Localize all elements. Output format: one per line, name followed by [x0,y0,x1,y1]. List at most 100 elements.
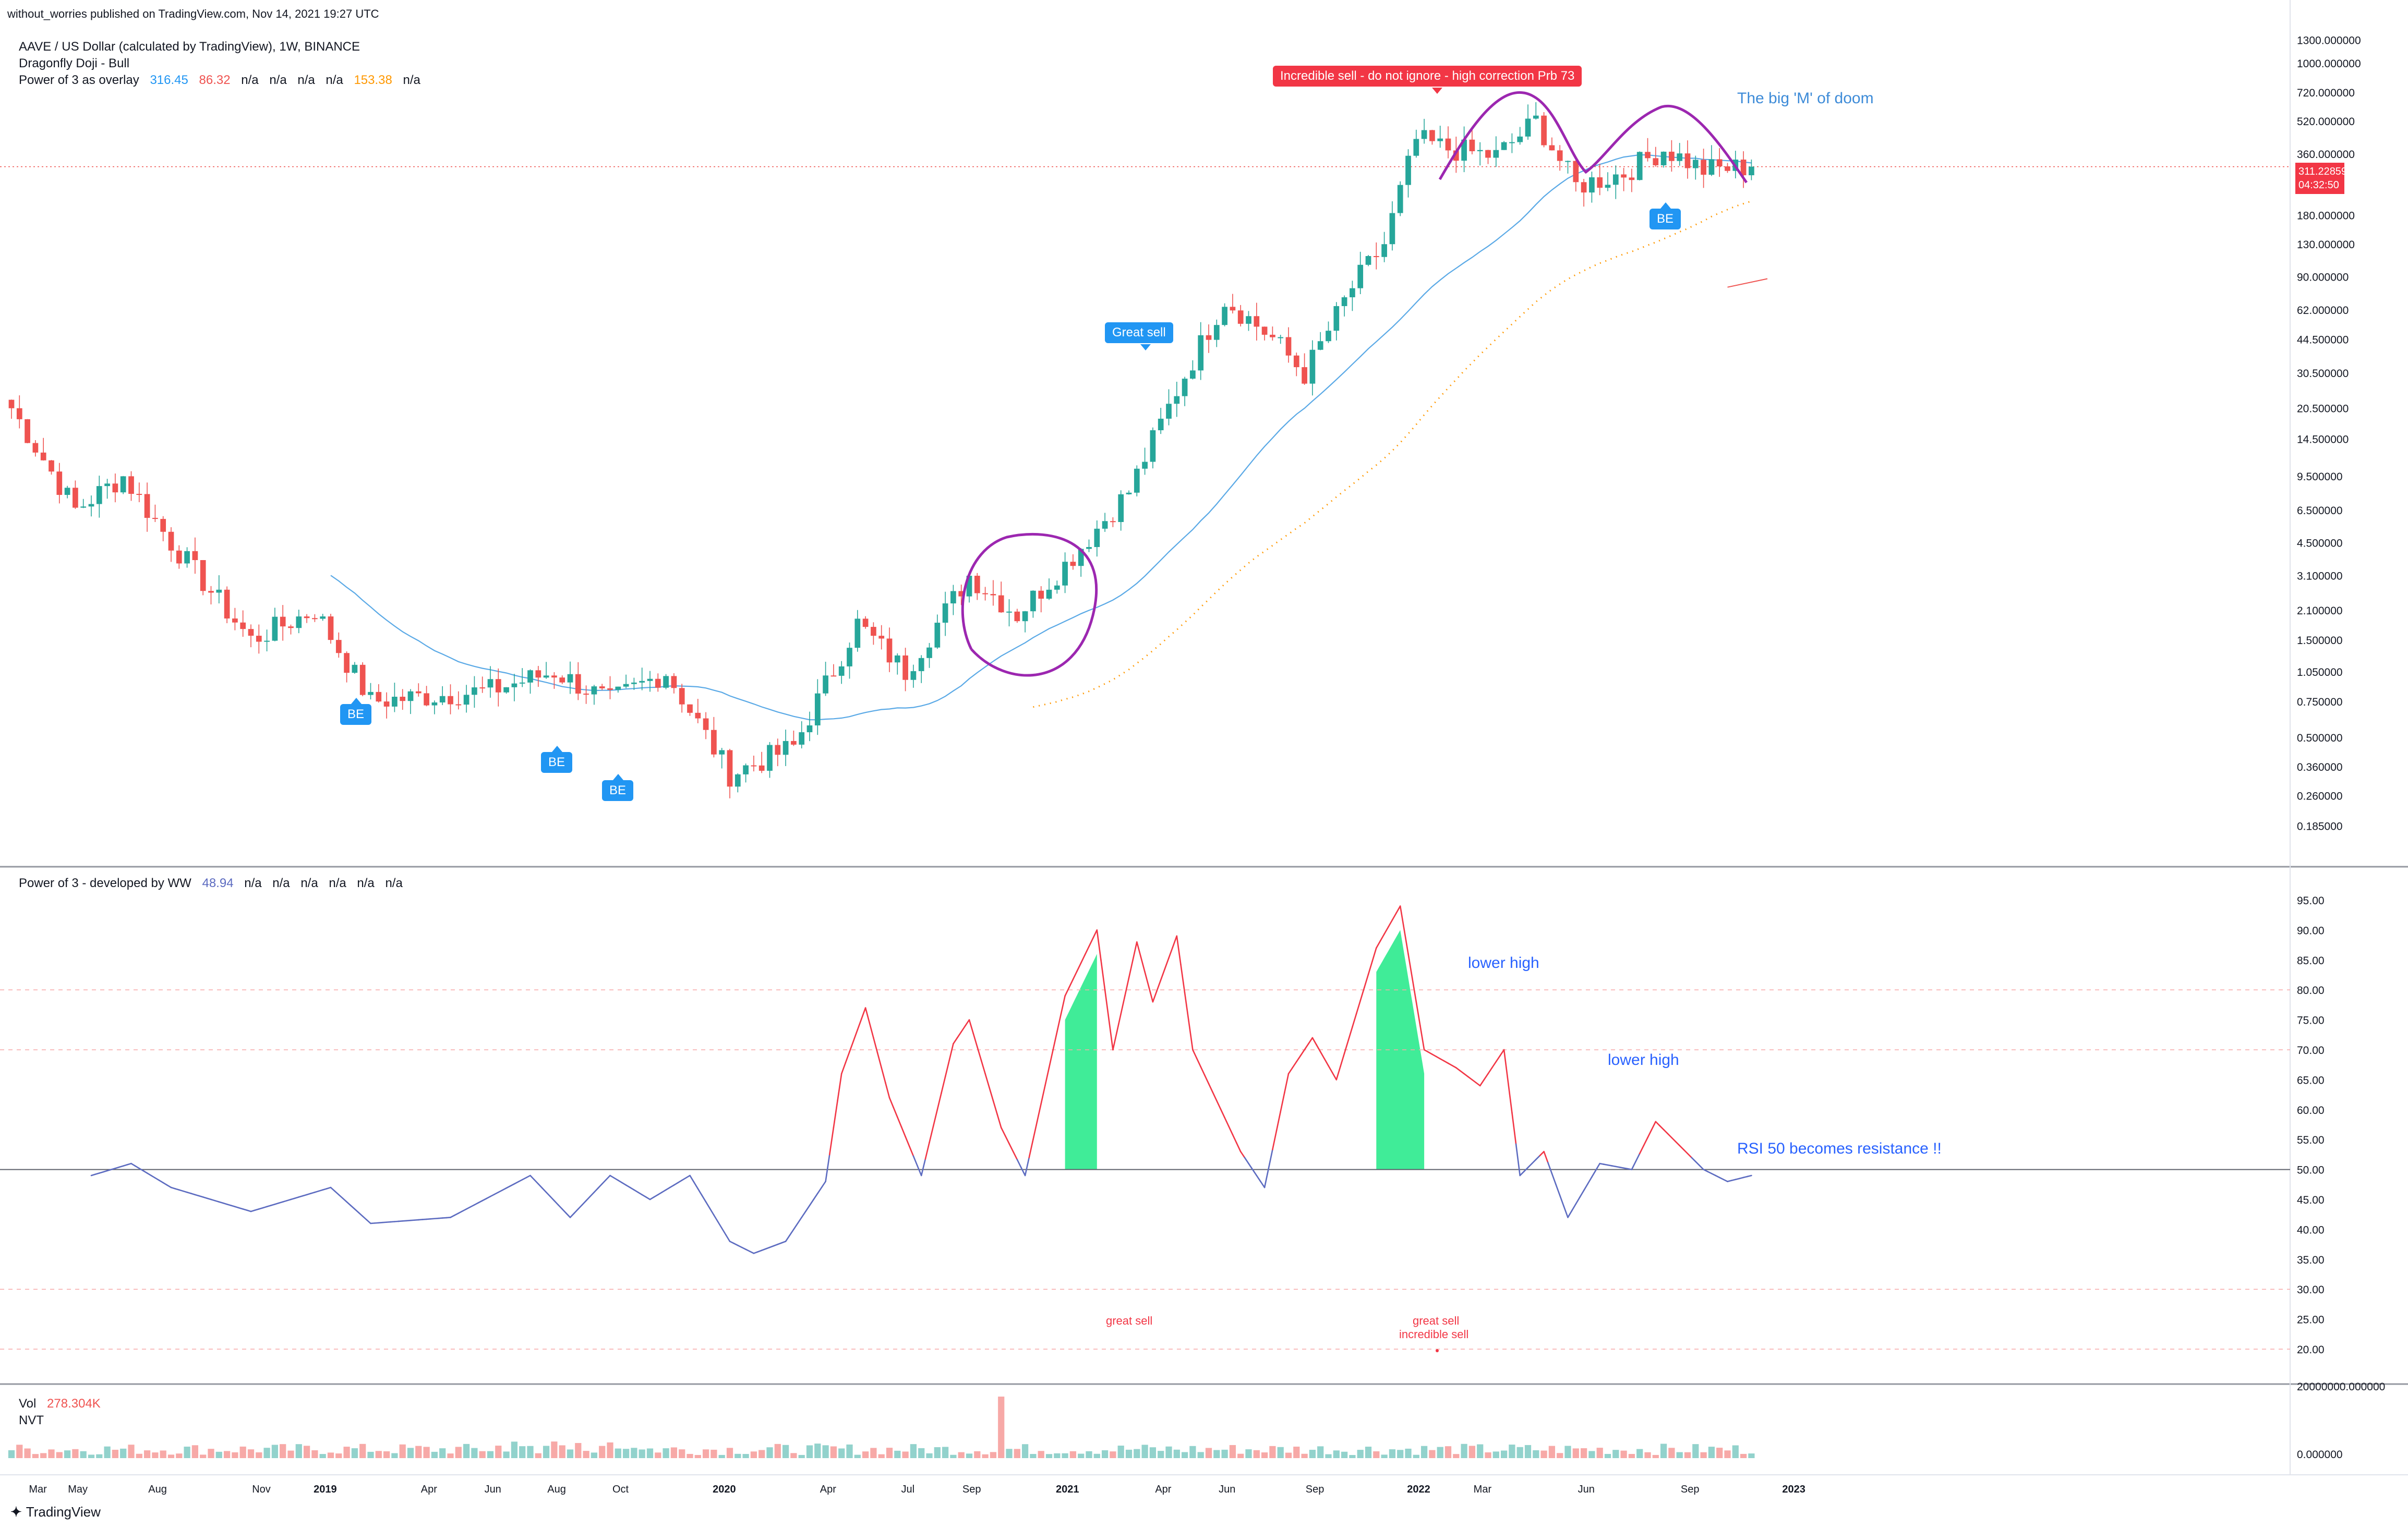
candle-body [1270,334,1275,337]
osc-line-segment [900,1126,906,1137]
osc-line-segment [1718,1177,1725,1181]
moving-average-line [0,154,2290,721]
osc-line-segment [809,1198,814,1206]
candle-body [392,696,398,707]
osc-line-segment [1463,1073,1469,1077]
osc-line-segment [1706,1171,1713,1174]
volume-bar [1325,1454,1332,1458]
osc-line-segment [749,1251,755,1254]
osc-line-segment [238,1207,244,1210]
osc-line-segment [677,1179,683,1184]
be-caret-4 [1660,202,1671,209]
osc-line-segment [1236,1142,1242,1153]
volume-bar [1165,1446,1172,1458]
red-overlay-segment [1727,278,1768,288]
osc-line-segment [789,1229,794,1236]
osc-line-segment [354,1208,359,1214]
bar-countdown: 04:32:50 [2298,179,2339,191]
candle-body [942,603,948,623]
candle-body [1517,136,1523,142]
lower-high-annotation-2: lower high [1608,1051,1679,1069]
osc-line-segment [1012,1150,1018,1160]
volume-bar [1612,1450,1619,1458]
osc-line-segment [146,1172,152,1177]
osc-line-segment [609,1174,615,1179]
candle-body [631,682,637,684]
time-tick-label: 2023 [1782,1484,1805,1495]
volume-bar [359,1444,366,1458]
candle-body [272,616,278,641]
volume-bar [399,1444,406,1458]
time-tick-label: Apr [820,1484,836,1495]
osc-line-segment [218,1201,224,1204]
volume-bar [1349,1454,1356,1458]
volume-bar [80,1451,87,1458]
osc-line-segment [1439,1058,1445,1062]
tradingview-logo[interactable]: ✦ TradingView [10,1504,101,1520]
candle-body [184,551,190,564]
price-tick-label: 0.360000 [2297,761,2343,773]
volume-bar [1221,1449,1228,1458]
candle-body [448,696,453,705]
osc-line-segment [1435,1056,1441,1060]
osc-line-segment [773,1243,779,1247]
volume-bar [351,1448,358,1458]
osc-line-segment [1427,1051,1433,1055]
osc-line-segment [1304,1043,1309,1051]
osc-line-segment [581,1200,587,1206]
price-tick-label: 0.260000 [2297,790,2343,802]
volume-bar [1429,1450,1436,1458]
osc-line-segment [1631,1160,1636,1170]
osc-line-segment [1575,1196,1581,1205]
volume-bar [256,1452,262,1458]
candle-body [1684,153,1691,168]
osc-line-segment [254,1208,260,1211]
candle-body [591,686,597,695]
osc-line-segment [1331,1072,1338,1081]
osc-line-segment [565,1212,571,1218]
candle-body [1142,462,1148,469]
overlay-value-2: 86.32 [199,73,231,87]
osc-line-segment [1735,1178,1740,1181]
osc-line-segment [1571,1203,1577,1211]
candle-body [224,589,230,619]
candle-body [775,745,781,755]
osc-line-segment [202,1196,208,1199]
osc-line-segment [1136,941,1142,958]
volume-bars [8,1397,1755,1458]
osc-line-segment [1747,1174,1752,1178]
osc-line-segment [1168,946,1174,959]
candle-body [902,655,908,680]
volume-bar [990,1452,997,1458]
osc-line-segment [1172,935,1178,948]
osc-line-segment [693,1181,699,1190]
osc-line-segment [876,1052,882,1069]
osc-line-segment [469,1204,475,1208]
osc-line-segment [852,1029,859,1042]
time-tick-label: Jul [901,1484,915,1495]
candle-body [1716,159,1723,167]
osc-line-segment [118,1165,124,1168]
osc-line-segment [222,1202,228,1205]
candle-body [838,666,845,676]
volume-bar [303,1446,310,1458]
osc-line-segment [1164,957,1170,970]
candle-body [1086,547,1092,549]
volume-bar [88,1454,95,1458]
osc-line-segment [1651,1121,1657,1131]
osc-line-segment [190,1193,196,1196]
candle-body [1166,404,1172,419]
candle-body [1573,161,1579,183]
osc-line-segment [920,1158,926,1177]
big-m-annotation: The big 'M' of doom [1737,90,1874,107]
purple-drawings [961,91,1748,677]
candle-body [854,619,861,648]
volume-bar [1389,1449,1396,1458]
osc-line-segment [725,1234,731,1242]
candle-body [639,681,645,683]
candle-body [407,691,414,701]
osc-line-segment [194,1194,200,1197]
price-tick-label: 520.000000 [2297,116,2355,128]
osc-line-segment [290,1197,296,1200]
volume-bar [247,1449,255,1458]
